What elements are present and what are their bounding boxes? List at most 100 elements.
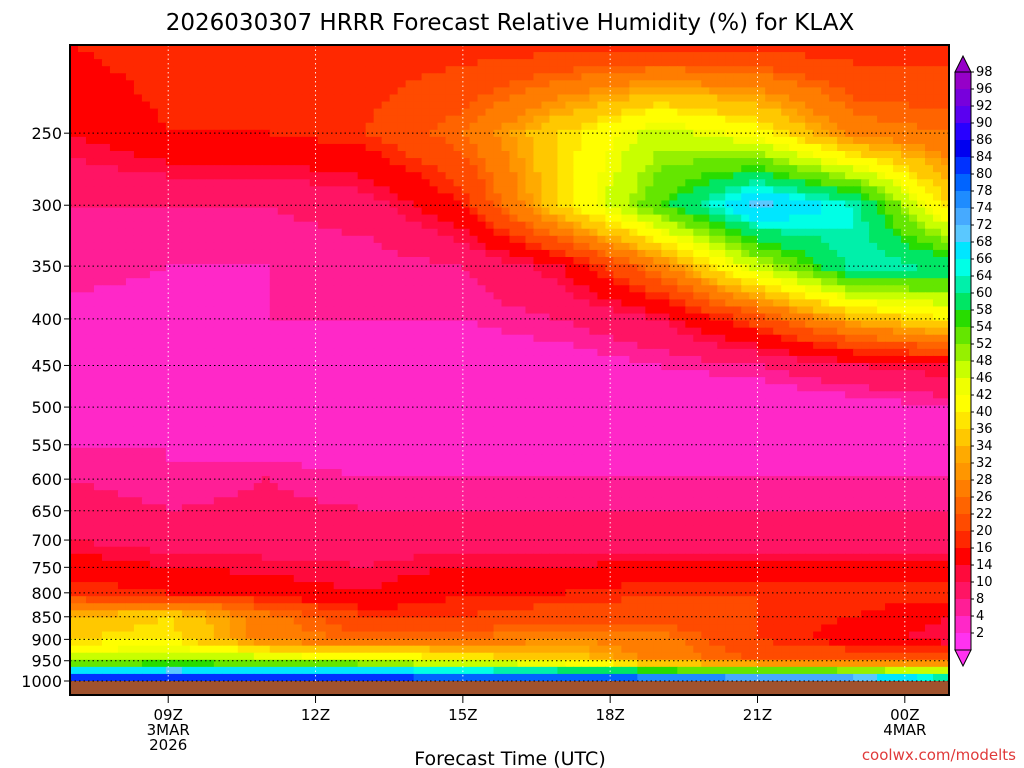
field-cell [437,235,447,244]
field-cell [477,320,487,329]
field-cell [373,306,383,315]
field-cell [781,66,790,74]
field-cell [429,221,439,230]
field-cell [149,334,159,343]
field-cell [565,122,575,131]
field-cell [109,151,119,159]
field-cell [125,355,135,364]
field-cell [917,285,926,293]
field-cell [125,193,135,202]
field-cell [589,348,598,357]
field-cell [805,59,814,67]
field-cell [301,271,311,279]
field-cell [365,143,375,152]
field-cell [413,292,423,300]
field-cell [509,292,519,300]
field-cell [629,278,638,286]
field-cell [909,341,918,350]
field-cell [733,341,742,350]
field-cell [573,193,583,202]
field-cell [909,80,918,88]
field-cell [445,94,455,103]
field-cell [317,285,327,293]
field-cell [797,320,806,329]
field-cell [189,355,199,364]
field-cell [229,45,239,53]
field-cell [253,122,263,131]
field-cell [333,193,343,202]
field-cell [397,271,407,279]
field-cell [85,158,95,166]
field-cell [70,334,79,343]
field-cell [773,292,782,300]
field-cell [245,143,255,152]
field-cell [70,285,79,293]
field-cell [725,207,734,216]
field-cell [349,186,359,194]
field-cell [557,249,567,258]
field-cell [125,172,135,180]
field-cell [661,172,670,180]
field-cell [293,122,303,131]
field-cell [181,94,191,103]
field-cell [165,278,175,286]
field-cell [197,94,207,103]
field-cell [125,179,135,187]
field-cell [581,292,591,300]
field-cell [549,264,559,272]
field-cell [773,264,782,272]
field-cell [789,207,798,216]
field-cell [933,115,942,124]
field-cell [221,235,231,244]
field-cell [645,306,654,315]
field-cell [173,334,183,343]
field-cell [717,285,726,293]
field-cell [789,257,798,265]
field-cell [381,214,391,223]
field-cell [637,278,646,286]
field-cell [461,136,471,145]
field-cell [813,285,822,293]
field-cell [597,334,606,343]
field-cell [541,292,551,300]
field-cell [237,66,247,74]
field-cell [445,115,455,124]
field-cell [645,129,654,138]
field-cell [869,129,878,138]
field-cell [437,207,447,216]
field-cell [621,129,630,138]
field-cell [757,165,766,173]
field-cell [149,285,159,293]
field-cell [941,122,950,131]
field-cell [285,115,295,124]
field-cell [853,80,862,88]
field-cell [597,320,606,329]
field-cell [93,186,103,194]
field-cell [365,101,375,110]
field-cell [917,172,926,180]
field-cell [893,334,902,343]
field-cell [901,45,910,53]
field-cell [325,59,335,67]
field-cell [189,214,199,223]
field-cell [357,193,367,202]
field-cell [773,221,782,230]
field-cell [70,158,79,166]
field-cell [893,101,902,110]
field-cell [461,200,471,209]
field-cell [373,235,383,244]
field-cell [733,122,742,131]
field-cell [309,278,319,286]
field-cell [341,172,351,180]
field-cell [925,108,934,117]
field-cell [493,320,503,329]
field-cell [581,214,591,223]
field-cell [445,278,455,286]
field-cell [741,193,750,202]
field-cell [205,151,215,159]
field-cell [293,101,303,110]
field-cell [685,115,694,124]
field-cell [765,235,774,244]
field-cell [557,73,567,81]
field-cell [677,249,686,258]
